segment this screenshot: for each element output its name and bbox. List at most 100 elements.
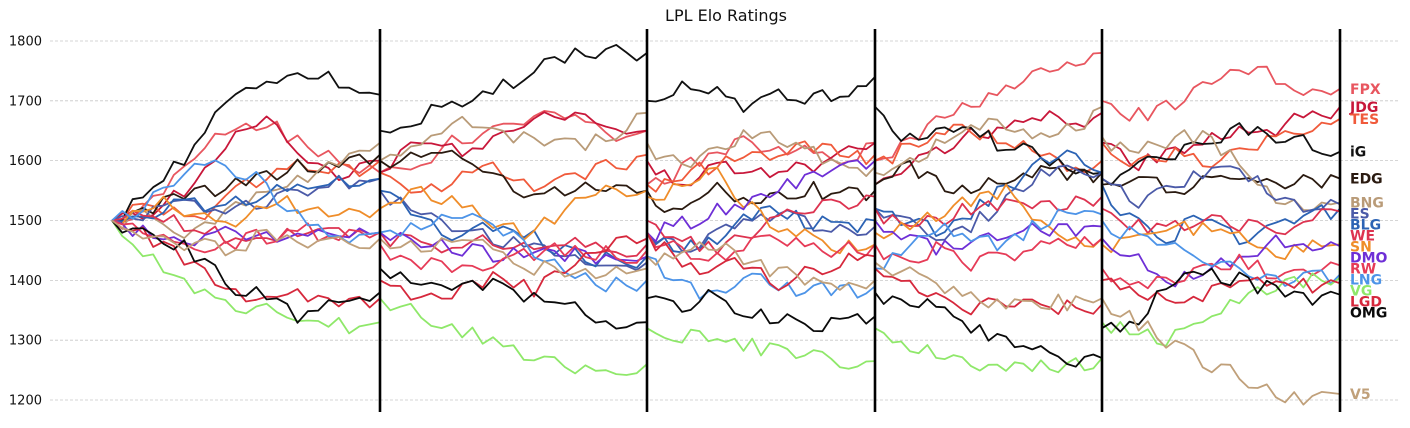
series-omg-segment-4 [874,291,1103,368]
team-label-rw: RW [1350,262,1376,278]
series-jdg-segment-5 [1101,106,1341,172]
series-lng-segment-2 [379,212,648,293]
series-dmo-segment-3 [646,159,876,243]
series-edg-segment-3 [646,180,876,214]
segment-dividers [378,29,1342,412]
series-lgd-segment-3 [646,232,876,292]
series-ig-segment-2 [379,44,648,134]
y-tick-label-1800: 1800 [9,34,42,49]
y-tick-labels: 1200 1300 1400 1500 1600 1700 1800 [9,34,42,408]
series-dmo-segment-2 [379,231,648,265]
team-label-dmo: DMO [1350,251,1388,267]
series-we-segment-5 [1101,207,1341,236]
team-label-fpx: FPX [1350,82,1381,98]
series-jdg-segment-2 [379,111,648,174]
series-ig-segment-5 [1101,122,1341,186]
series-lng-segment-1 [111,159,381,244]
series-omg-segment-2 [379,267,648,330]
series-sn-segment-4 [874,183,1103,248]
team-label-sn: SN [1350,240,1372,256]
series-ig-segment-3 [646,76,876,113]
team-label-tes: TES [1350,112,1379,128]
chart-title: LPL Elo Ratings [665,6,787,25]
series-v5-segment-2 [379,237,648,280]
series-edg-segment-1 [111,153,381,225]
team-label-ig: iG [1350,145,1366,161]
team-label-blg: BLG [1350,218,1381,234]
team-label-edg: EDG [1350,172,1383,188]
y-tick-label-1600: 1600 [9,154,42,169]
series-lgd-segment-1 [111,219,381,309]
series-fpx-segment-4 [874,52,1103,162]
series-tes-segment-3 [646,140,876,193]
series-bng-segment-4 [874,105,1103,177]
series-v5-segment-1 [111,219,381,257]
series-edg-segment-4 [874,159,1103,195]
series-omg-segment-3 [646,288,876,333]
series-rw-segment-3 [646,232,876,262]
series-v5-segment-4 [874,261,1103,312]
series-blg-segment-3 [646,205,876,254]
series-fpx-segment-1 [111,120,381,224]
series-bng-segment-1 [111,141,381,240]
y-tick-label-1400: 1400 [9,274,42,289]
series-ig-segment-4 [874,106,1103,175]
y-tick-label-1200: 1200 [9,394,42,409]
team-label-vg: VG [1350,284,1372,300]
series-lng-segment-5 [1101,219,1341,287]
y-tick-label-1500: 1500 [9,214,42,229]
series-v5-segment-3 [646,241,876,291]
series-lines [111,44,1341,406]
team-label-bng: BNG [1350,196,1384,212]
series-edg-segment-5 [1101,173,1341,196]
y-tick-label-1300: 1300 [9,334,42,349]
team-label-lng: LNG [1350,273,1382,289]
series-edg-segment-2 [379,149,648,199]
series-jdg-segment-1 [111,115,381,222]
team-label-omg: OMG [1350,306,1387,322]
series-tes-segment-1 [111,158,381,222]
series-v5-segment-5 [1101,297,1341,406]
series-es-segment-2 [379,190,648,272]
series-lng-segment-4 [874,208,1103,270]
y-gridlines [50,40,1400,401]
series-sn-segment-1 [111,195,381,228]
series-tes-segment-2 [379,153,648,194]
team-label-lgd: LGD [1350,295,1382,311]
series-dmo-segment-4 [874,219,1103,256]
series-rw-segment-2 [379,242,648,274]
series-rw-segment-5 [1101,253,1341,290]
series-lng-segment-3 [646,255,876,300]
series-blg-segment-1 [111,175,381,223]
series-vg-segment-3 [646,327,876,370]
series-vg-segment-4 [874,327,1103,374]
series-es-segment-5 [1101,165,1341,213]
series-lgd-segment-2 [379,235,648,301]
series-jdg-segment-4 [874,110,1103,186]
series-vg-segment-2 [379,297,648,376]
series-bng-segment-3 [646,129,876,178]
series-sn-segment-2 [379,184,648,241]
series-blg-segment-4 [874,149,1103,238]
series-rw-segment-4 [874,235,1103,272]
series-dmo-segment-5 [1101,234,1341,288]
team-label-we: WE [1350,229,1375,245]
series-vg-segment-5 [1101,272,1341,347]
series-omg-segment-1 [111,219,381,324]
series-fpx-segment-2 [379,110,648,174]
series-we-segment-1 [111,209,381,244]
series-vg-segment-1 [111,220,381,335]
team-label-jdg: JDG [1349,100,1378,116]
series-bng-segment-2 [379,111,648,162]
y-tick-label-1700: 1700 [9,94,42,109]
series-blg-segment-5 [1101,184,1341,246]
series-fpx-segment-5 [1101,65,1341,122]
series-omg-segment-5 [1101,267,1341,333]
series-we-segment-3 [646,194,876,255]
series-tes-segment-5 [1101,118,1341,169]
series-ig-segment-1 [111,70,381,222]
team-label-es: ES [1350,207,1370,223]
team-label-v5: V5 [1350,387,1371,403]
